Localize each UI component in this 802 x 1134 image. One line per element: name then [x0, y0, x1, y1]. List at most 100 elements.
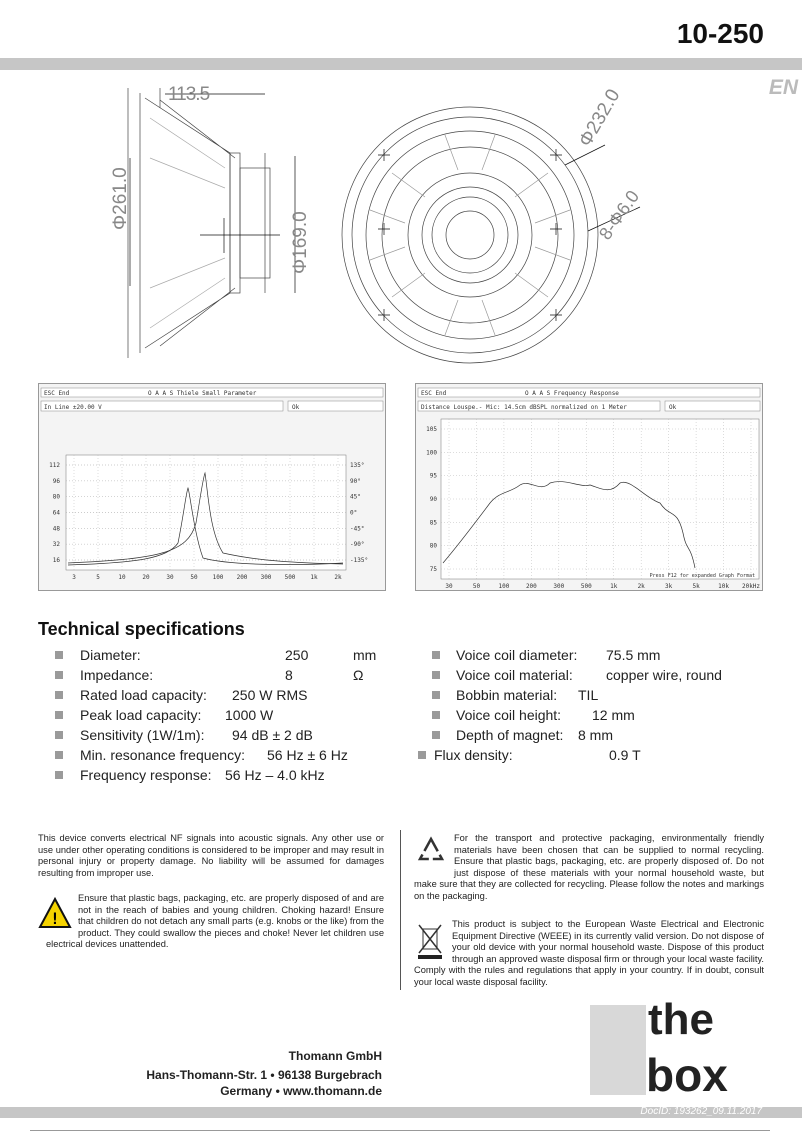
spec-value: 12 mm — [592, 707, 635, 723]
divider — [400, 830, 401, 990]
curve — [67, 487, 344, 566]
dimension: Φ261.0 — [110, 167, 131, 230]
curve — [442, 481, 696, 569]
y-tick-label: 16 — [53, 557, 61, 564]
doc-id: DocID: 193262_09.11.2017 — [640, 1106, 762, 1117]
model: 10-250 — [676, 18, 764, 49]
bullet — [55, 731, 63, 739]
note: Press F12 for expanded Graph Format — [650, 573, 755, 579]
spec-value: 56 Hz ± 6 Hz — [267, 747, 348, 763]
bullet — [432, 691, 440, 699]
ok-box — [664, 400, 761, 412]
spec-value: 250 — [285, 647, 309, 663]
x-tick-label: 10 — [118, 574, 126, 581]
spec-unit: Ω — [353, 667, 364, 683]
y-tick-label: -135° — [350, 557, 368, 564]
packaging-text: For the transport and protective packagi… — [414, 833, 764, 901]
x-tick-label: 100 — [498, 583, 509, 590]
specs-title: Technical specifications — [38, 619, 245, 639]
bullet — [432, 671, 440, 679]
y-tick-label: 48 — [53, 525, 61, 532]
bullet — [418, 751, 426, 759]
bullet — [55, 691, 63, 699]
bullet — [432, 711, 440, 719]
spec-value: 250 W RMS — [232, 687, 308, 703]
company: Thomann GmbH — [288, 1049, 382, 1063]
spec-item: Impedance: 8 Ω — [55, 665, 385, 685]
y-tick-label: 90° — [350, 478, 361, 485]
y-tick-label: 135° — [350, 462, 364, 469]
address: Hans-Thomann-Str. 1 • 96138 Burgebrach — [146, 1068, 382, 1082]
x-tick-label: 1k — [610, 583, 618, 590]
x-tick-label: 200 — [237, 574, 248, 581]
spec-value: 1000 W — [225, 707, 274, 723]
spec-item: Min. resonance frequency: 56 Hz ± 6 Hz — [55, 745, 385, 765]
x-tick-label: 3k — [665, 583, 673, 590]
bullet — [55, 711, 63, 719]
spec-label: Depth of magnet: — [456, 727, 564, 743]
svg-text:!: ! — [50, 909, 60, 928]
y-tick-label: 112 — [49, 462, 60, 469]
logo-box: box — [646, 1049, 728, 1101]
x-tick-label: 10k — [718, 583, 729, 590]
spec-item: Rated load capacity: 250 W RMS — [55, 685, 385, 705]
x-tick-label: 1k — [310, 574, 318, 581]
bullet — [432, 731, 440, 739]
ok-label: Ok — [292, 404, 300, 411]
spec-value: 56 Hz – 4.0 kHz — [225, 767, 325, 783]
spec-label: Frequency response: — [80, 767, 212, 783]
bullet — [55, 751, 63, 759]
y-tick-label: 96 — [53, 478, 61, 485]
spec-item: Flux density: 0.9 T — [418, 745, 758, 765]
spec-label: Sensitivity (1W/1m): — [80, 727, 205, 743]
spec-value: 94 dB ± 2 dB — [232, 727, 313, 743]
x-tick-label: 200 — [526, 583, 537, 590]
x-tick-label: 50 — [190, 574, 198, 581]
x-tick-label: 5k — [692, 583, 700, 590]
spec-item: Frequency response: 56 Hz – 4.0 kHz — [55, 765, 385, 785]
warning-icon: ! — [38, 897, 72, 928]
usage-notice: This device converts electrical NF signa… — [38, 833, 384, 878]
spec-item: Voice coil height: 12 mm — [432, 705, 772, 725]
y-tick-label: 100 — [426, 449, 437, 456]
spec-value: copper wire, round — [606, 667, 722, 683]
x-tick-label: 20 — [142, 574, 150, 581]
input-line: Distance Louspe.- Mic: 14.5cm dBSPL norm… — [421, 404, 627, 411]
y-tick-label: 0° — [350, 510, 357, 517]
technical-drawing — [127, 88, 641, 364]
y-tick-label: 90 — [430, 496, 438, 503]
esc-label: ESC End — [421, 390, 447, 397]
y-tick-label: 80 — [53, 494, 61, 501]
bullet — [55, 771, 63, 779]
spec-item: Depth of magnet: 8 mm — [432, 725, 772, 745]
bullet — [432, 651, 440, 659]
panel-title: O A A S Frequency Response — [525, 390, 619, 397]
spec-value: 8 — [285, 667, 293, 683]
spec-unit: mm — [353, 647, 377, 663]
x-tick-label: 300 — [553, 583, 564, 590]
spec-value: TIL — [578, 687, 599, 703]
packaging-notice: For the transport and protective packagi… — [414, 833, 764, 903]
logo-block — [590, 1005, 646, 1095]
curve — [67, 471, 344, 565]
panel-title: O A A S Thiele Small Parameter — [148, 390, 257, 397]
spec-label: Voice coil diameter: — [456, 647, 578, 663]
y-tick-label: 95 — [430, 473, 438, 480]
ok-box — [287, 400, 384, 412]
input-box — [417, 400, 661, 412]
x-tick-label: 2k — [638, 583, 646, 590]
spec-label: Diameter: — [80, 647, 141, 663]
spec-label: Bobbin material: — [456, 687, 558, 703]
spec-label: Voice coil material: — [456, 667, 573, 683]
y-tick-label: 32 — [53, 541, 61, 548]
weee-icon — [418, 924, 442, 959]
spec-item: Diameter: 250 mm — [55, 645, 385, 665]
spec-label: Min. resonance frequency: — [80, 747, 245, 763]
x-tick-label: 500 — [581, 583, 592, 590]
spec-label: Impedance: — [80, 667, 154, 683]
bottom-rule — [30, 1130, 770, 1131]
y-tick-label: 75 — [430, 566, 438, 573]
title-bar — [417, 387, 761, 398]
thiele-small-panel: Fes:56.0 HzRes:35.2 ΩMref:1.46 %Re:5.8 Ω… — [38, 383, 386, 591]
